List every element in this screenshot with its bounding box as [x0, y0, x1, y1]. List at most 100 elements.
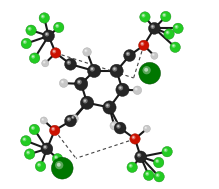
- Circle shape: [40, 117, 47, 124]
- Circle shape: [46, 33, 48, 35]
- Circle shape: [110, 122, 118, 130]
- Circle shape: [156, 160, 158, 162]
- Circle shape: [77, 80, 82, 84]
- Circle shape: [65, 115, 76, 127]
- Circle shape: [42, 15, 44, 17]
- Circle shape: [53, 50, 55, 52]
- Circle shape: [166, 31, 168, 33]
- Circle shape: [137, 153, 141, 157]
- Circle shape: [85, 50, 87, 51]
- Circle shape: [23, 138, 25, 140]
- Circle shape: [24, 41, 26, 43]
- Circle shape: [55, 24, 59, 28]
- Circle shape: [43, 30, 55, 42]
- Circle shape: [162, 13, 166, 17]
- Circle shape: [44, 146, 46, 148]
- Circle shape: [68, 61, 70, 64]
- Circle shape: [110, 64, 123, 77]
- Circle shape: [112, 124, 114, 125]
- Circle shape: [103, 101, 116, 114]
- Circle shape: [145, 127, 146, 128]
- Circle shape: [133, 86, 142, 94]
- Circle shape: [22, 137, 26, 141]
- Circle shape: [175, 26, 177, 28]
- Circle shape: [119, 87, 122, 89]
- Circle shape: [141, 14, 145, 18]
- Circle shape: [83, 98, 88, 103]
- Circle shape: [83, 48, 91, 56]
- Circle shape: [139, 62, 161, 84]
- Circle shape: [31, 126, 35, 130]
- Circle shape: [164, 149, 166, 151]
- Circle shape: [144, 68, 148, 72]
- Circle shape: [55, 156, 57, 158]
- Circle shape: [130, 165, 131, 167]
- Circle shape: [84, 99, 86, 102]
- Circle shape: [143, 125, 150, 132]
- Circle shape: [117, 125, 119, 127]
- Circle shape: [41, 118, 44, 121]
- Circle shape: [67, 117, 71, 122]
- Circle shape: [29, 124, 40, 135]
- Circle shape: [52, 50, 56, 53]
- Circle shape: [39, 13, 49, 23]
- Circle shape: [118, 85, 123, 91]
- Circle shape: [56, 25, 58, 27]
- Circle shape: [132, 136, 136, 139]
- Circle shape: [31, 55, 35, 59]
- Circle shape: [105, 103, 110, 108]
- Circle shape: [112, 67, 117, 72]
- Circle shape: [140, 12, 150, 22]
- Circle shape: [173, 45, 175, 46]
- Circle shape: [132, 136, 134, 138]
- Circle shape: [54, 155, 58, 159]
- Circle shape: [135, 151, 147, 163]
- Circle shape: [55, 161, 63, 169]
- Circle shape: [138, 154, 140, 156]
- Circle shape: [145, 172, 149, 176]
- Circle shape: [43, 62, 45, 63]
- Circle shape: [113, 68, 116, 70]
- Circle shape: [151, 25, 154, 28]
- Circle shape: [116, 124, 121, 129]
- Circle shape: [135, 88, 137, 90]
- Circle shape: [49, 125, 60, 136]
- Circle shape: [67, 60, 71, 65]
- Circle shape: [146, 173, 148, 175]
- Circle shape: [162, 146, 172, 157]
- Circle shape: [84, 49, 87, 52]
- Circle shape: [164, 29, 174, 39]
- Circle shape: [106, 104, 109, 107]
- Circle shape: [71, 116, 74, 119]
- Circle shape: [38, 164, 40, 166]
- Circle shape: [27, 151, 29, 153]
- Circle shape: [163, 14, 165, 16]
- Circle shape: [26, 25, 36, 36]
- Circle shape: [21, 38, 32, 49]
- Circle shape: [59, 79, 68, 87]
- Circle shape: [52, 128, 54, 130]
- Circle shape: [116, 83, 129, 96]
- Circle shape: [28, 28, 30, 29]
- Circle shape: [124, 50, 136, 61]
- Circle shape: [127, 53, 129, 55]
- Circle shape: [173, 23, 183, 34]
- Circle shape: [70, 114, 78, 123]
- Circle shape: [43, 61, 46, 64]
- Circle shape: [61, 80, 64, 84]
- Circle shape: [134, 88, 138, 91]
- Circle shape: [90, 67, 95, 72]
- Circle shape: [157, 174, 158, 176]
- Circle shape: [143, 170, 154, 180]
- Circle shape: [126, 52, 130, 56]
- Circle shape: [154, 157, 164, 168]
- Circle shape: [150, 24, 155, 29]
- Circle shape: [32, 127, 34, 129]
- Circle shape: [130, 134, 140, 144]
- Circle shape: [151, 52, 158, 59]
- Circle shape: [50, 48, 61, 58]
- Circle shape: [148, 22, 160, 34]
- Circle shape: [161, 11, 171, 22]
- Circle shape: [57, 163, 61, 167]
- Circle shape: [21, 136, 31, 146]
